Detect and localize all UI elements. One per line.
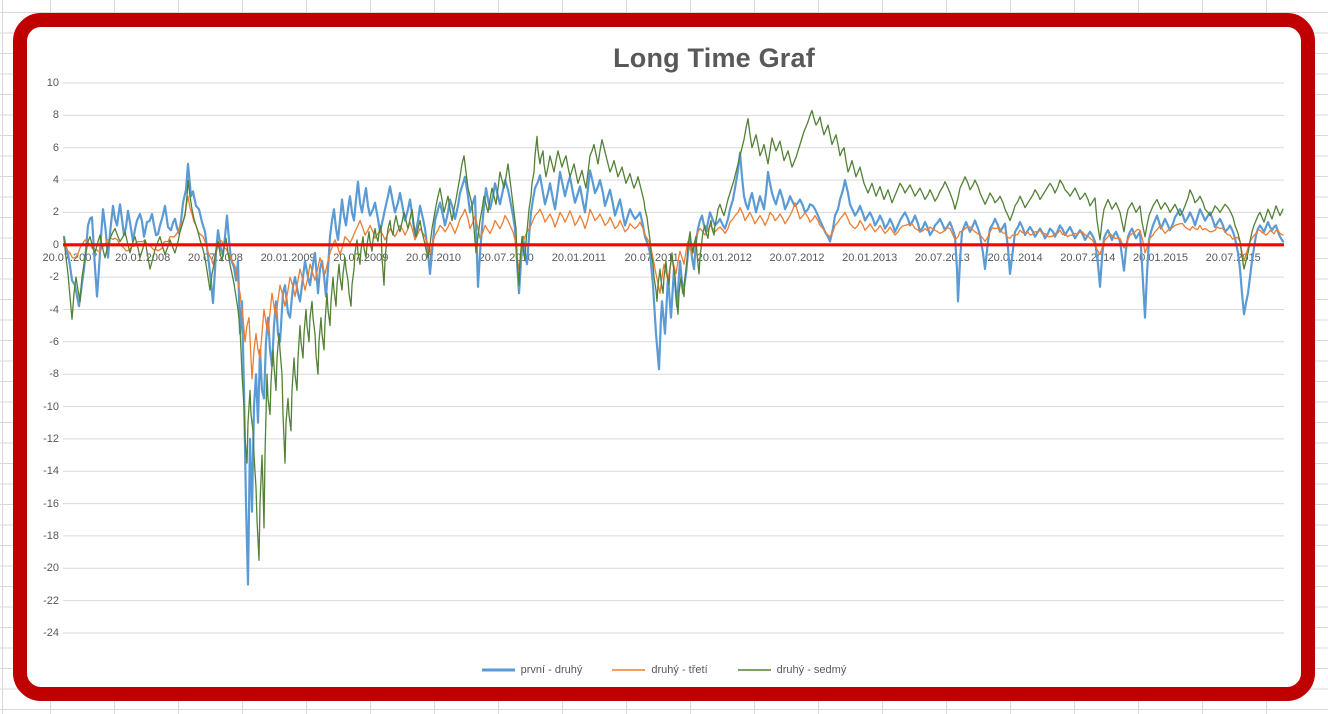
legend-item-0[interactable]: první - druhý — [481, 664, 583, 676]
legend-swatch-line — [737, 669, 771, 671]
legend-label: první - druhý — [520, 664, 583, 676]
series-line-0[interactable] — [62, 151, 1285, 586]
chart-border-frame[interactable]: 20.07.2007 20.01.2008 20.07.2008 20.01.2009… — [13, 13, 1315, 701]
legend-swatch-line — [481, 668, 515, 672]
legend-swatch-line — [612, 669, 646, 671]
chart-legend: první - druhý druhý - třetí druhý - sedmý — [27, 660, 1301, 680]
legend-label: druhý - sedmý — [776, 664, 847, 676]
series-line-1[interactable] — [63, 195, 1284, 380]
plot-area[interactable] — [27, 27, 1301, 687]
legend-label: druhý - třetí — [651, 664, 708, 676]
series-line-2[interactable] — [63, 109, 1284, 561]
legend-item-2[interactable]: druhý - sedmý — [737, 664, 847, 676]
legend-item-1[interactable]: druhý - třetí — [612, 664, 708, 676]
chart-title: Long Time Graf — [613, 43, 815, 73]
chart-area: 20.07.2007 20.01.2008 20.07.2008 20.01.2009… — [27, 27, 1301, 687]
